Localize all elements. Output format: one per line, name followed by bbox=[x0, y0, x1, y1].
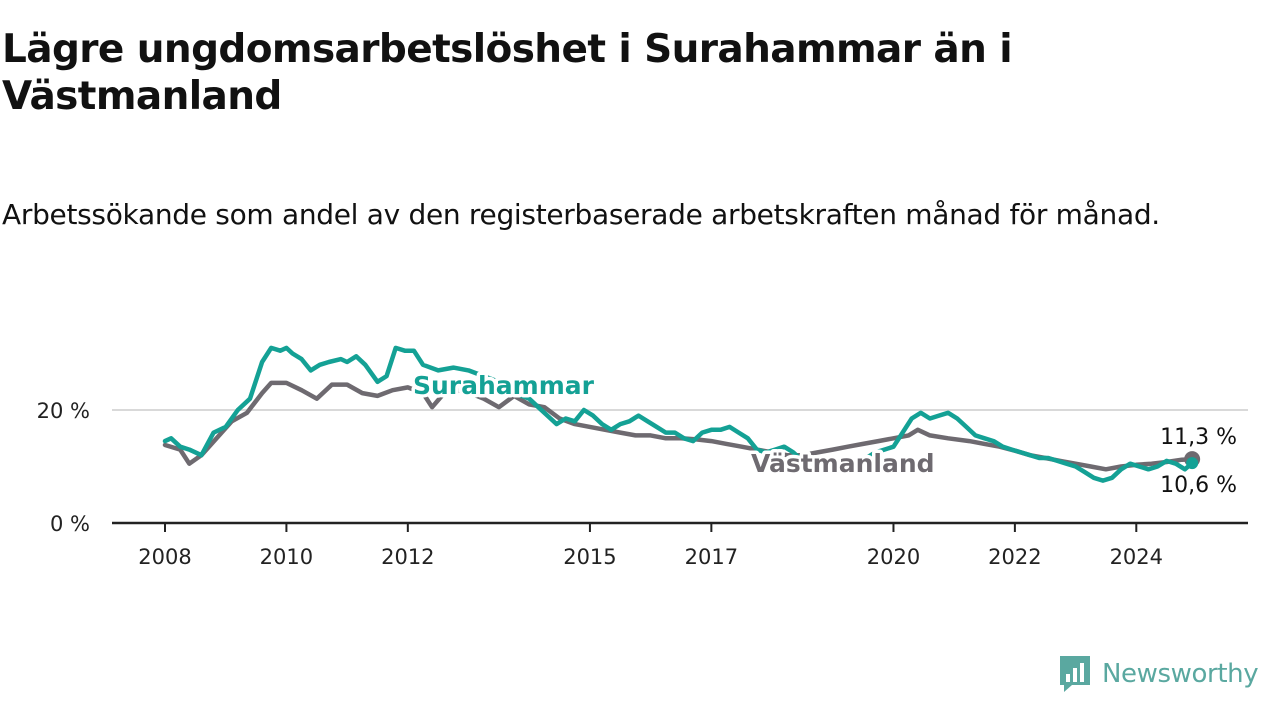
x-tick-label: 2020 bbox=[867, 545, 920, 569]
series-line-surahammar bbox=[162, 345, 1195, 483]
x-tick-label: 2012 bbox=[381, 545, 434, 569]
series bbox=[162, 345, 1201, 483]
brand-name: Newsworthy bbox=[1102, 659, 1259, 689]
end-label-surahammar: 10,6 % bbox=[1160, 473, 1237, 498]
x-tick-label: 2010 bbox=[260, 545, 313, 569]
end-label-vastmanland: 11,3 % bbox=[1160, 425, 1237, 450]
end-point-surahammar bbox=[1186, 457, 1199, 470]
x-tick-label: 2024 bbox=[1110, 545, 1163, 569]
series-label-surahammar: Surahammar bbox=[413, 371, 595, 400]
bar-chart-icon bbox=[1060, 656, 1090, 692]
chart-subtitle: Arbetssökande som andel av den registerb… bbox=[2, 198, 1160, 231]
x-tick-label: 2015 bbox=[563, 545, 616, 569]
x-tick-label: 2008 bbox=[138, 545, 191, 569]
labels: 0 % 20 % 2008 2010 2012 2015 2017 2020 2022 2024 S… bbox=[37, 368, 1237, 570]
y-tick-label: 20 % bbox=[37, 399, 90, 423]
chart-title: Lägre ungdomsarbetslöshet i Surahammar ä… bbox=[2, 27, 1013, 119]
x-tick-label: 2022 bbox=[988, 545, 1041, 569]
series-label-vastmanland: Västmanland bbox=[751, 449, 935, 478]
newsworthy-logo[interactable]: Newsworthy bbox=[1058, 652, 1259, 696]
x-tick-label: 2017 bbox=[685, 545, 738, 569]
axes bbox=[112, 521, 1248, 532]
y-tick-label: 0 % bbox=[50, 512, 90, 536]
